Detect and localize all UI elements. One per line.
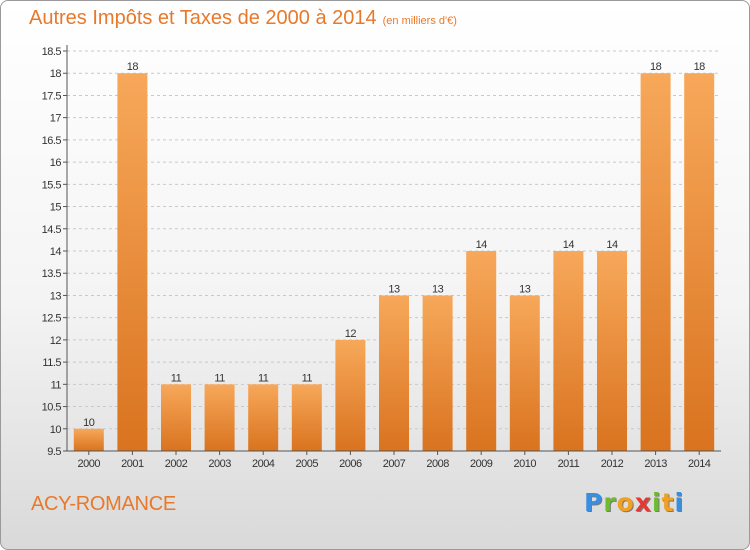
y-tick-label: 16.5: [42, 135, 62, 147]
x-tick-label: 2004: [252, 458, 275, 470]
bar-value-label: 10: [83, 417, 95, 429]
bar: [509, 295, 540, 451]
x-tick-label: 2012: [601, 458, 624, 470]
bar: [466, 251, 497, 451]
bar-value-label: 14: [563, 239, 575, 251]
y-tick-label: 13.5: [42, 268, 62, 280]
x-tick-label: 2003: [208, 458, 231, 470]
bar: [73, 428, 104, 451]
logo-letter: r: [603, 488, 617, 517]
bar: [379, 295, 409, 451]
y-tick-label: 11.5: [42, 357, 61, 369]
y-tick-label: 18.5: [42, 46, 62, 58]
bar: [640, 73, 671, 451]
bar-value-label: 18: [127, 61, 139, 73]
bar-value-label: 11: [258, 372, 269, 384]
bar-value-label: 13: [388, 283, 400, 295]
logo-letter: o: [616, 488, 635, 517]
y-tick-label: 9.5: [47, 446, 61, 458]
y-tick-label: 12.5: [42, 313, 62, 325]
bar-value-label: 11: [214, 372, 225, 384]
y-tick-label: 18: [50, 68, 62, 80]
logo-letter: i: [652, 488, 662, 517]
logo-letter: P: [584, 488, 604, 517]
bar: [335, 339, 366, 451]
logo-letter: x: [634, 488, 652, 517]
y-tick-label: 15.5: [42, 179, 62, 191]
y-tick-label: 13: [50, 290, 62, 302]
chart-title-unit: (en milliers d'€): [382, 15, 457, 27]
x-tick-label: 2009: [470, 458, 493, 470]
y-tick-label: 11: [51, 379, 62, 391]
bar-value-label: 14: [476, 239, 488, 251]
proxiti-logo: Proxiti: [584, 488, 684, 517]
x-tick-label: 2011: [558, 458, 580, 470]
bar: [597, 251, 627, 451]
logo-letter: t: [661, 488, 675, 517]
bar-value-label: 13: [519, 283, 531, 295]
chart-title: Autres Impôts et Taxes de 2000 à 2014 (en…: [29, 7, 457, 30]
x-tick-label: 2010: [514, 458, 537, 470]
x-tick-label: 2014: [688, 458, 711, 470]
bar: [248, 384, 279, 451]
bar: [422, 295, 453, 451]
bar-value-label: 18: [650, 61, 662, 73]
y-tick-label: 14: [50, 246, 62, 258]
bar-value-label: 11: [302, 372, 313, 384]
bar: [117, 73, 148, 451]
bar-value-label: 11: [171, 372, 182, 384]
chart-title-text: Autres Impôts et Taxes de 2000 à 2014: [29, 7, 377, 29]
y-tick-label: 14.5: [42, 224, 62, 236]
bar: [553, 251, 584, 451]
x-tick-label: 2000: [78, 458, 101, 470]
bar: [291, 384, 322, 451]
y-tick-label: 17: [50, 113, 62, 125]
bar-value-label: 12: [345, 328, 357, 340]
y-tick-label: 10: [50, 424, 62, 436]
y-tick-label: 15: [50, 202, 62, 214]
bar: [161, 384, 191, 451]
y-tick-label: 17.5: [42, 90, 62, 102]
bar: [204, 384, 235, 451]
x-tick-label: 2007: [383, 458, 406, 470]
commune-name: ACY-ROMANCE: [31, 493, 176, 515]
bar-value-label: 14: [606, 239, 618, 251]
y-tick-label: 16: [50, 157, 62, 169]
x-tick-label: 2005: [296, 458, 319, 470]
bar-value-label: 18: [694, 61, 706, 73]
x-tick-label: 2006: [339, 458, 362, 470]
bar-value-label: 13: [432, 283, 444, 295]
x-tick-label: 2002: [165, 458, 188, 470]
y-tick-label: 10.5: [42, 402, 62, 414]
x-tick-label: 2008: [426, 458, 449, 470]
x-tick-label: 2001: [121, 458, 144, 470]
bar: [684, 73, 715, 451]
x-tick-label: 2013: [644, 458, 667, 470]
logo-letter: i: [674, 488, 685, 517]
y-tick-label: 12: [50, 335, 62, 347]
